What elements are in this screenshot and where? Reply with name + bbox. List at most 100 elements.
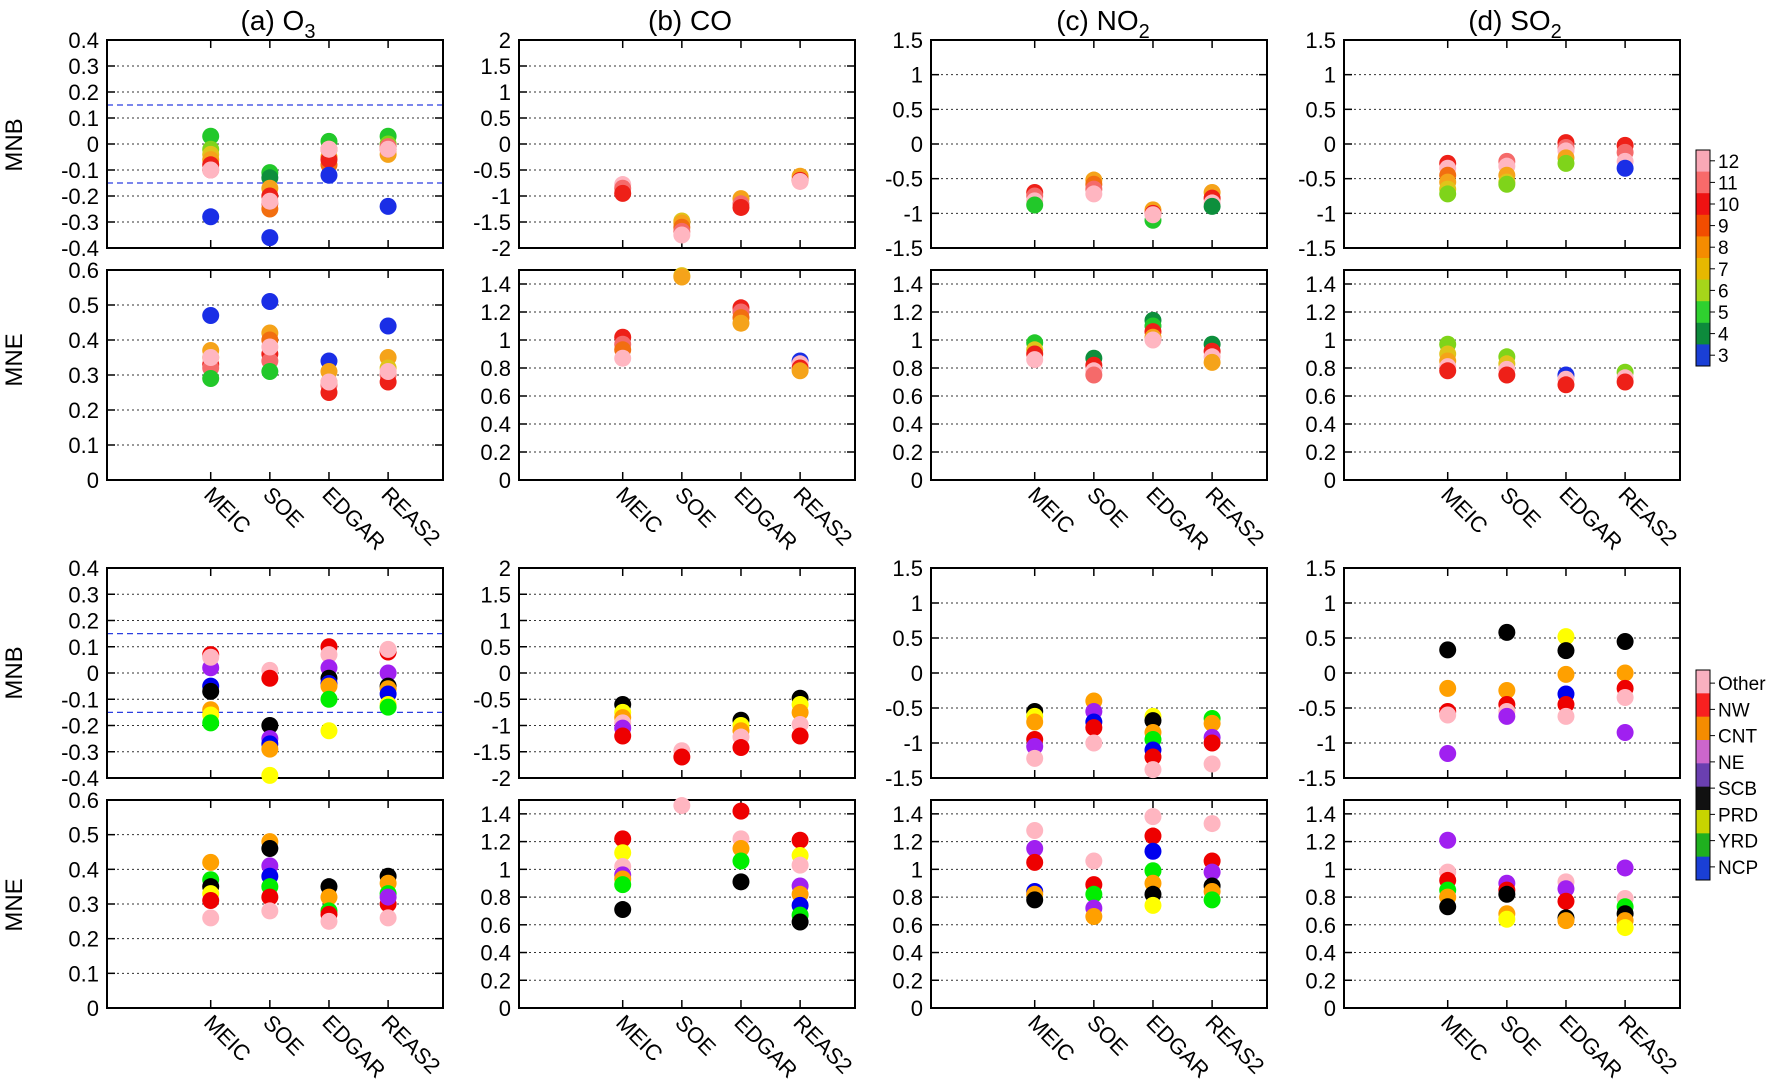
y-tick-label: 0.3 — [68, 582, 99, 607]
data-point — [1498, 366, 1516, 384]
panel-title-o3: (a) O3 — [241, 5, 316, 43]
y-tick-label: 0.2 — [68, 80, 99, 105]
panel-title-co: (b) CO — [648, 5, 732, 36]
colorbar-swatch — [1696, 301, 1710, 324]
colorbar-label: 6 — [1718, 281, 1729, 302]
y-tick-label: 1.5 — [1305, 28, 1336, 53]
y-tick-label: -1.5 — [885, 766, 923, 791]
y-tick-label: 0.5 — [892, 626, 923, 651]
y-tick-label: 0.5 — [1305, 97, 1336, 122]
scatter-panels: 0.40.30.20.10-0.1-0.2-0.3-0.40.60.50.40.… — [61, 28, 1682, 1083]
colorbar-swatch — [1696, 258, 1710, 281]
y-tick-label: 1.4 — [892, 802, 923, 827]
x-tick-label: MEIC — [1023, 482, 1080, 539]
colorbar-label: Other — [1718, 674, 1766, 695]
x-tick-label: MEIC — [1436, 1010, 1493, 1067]
data-point — [320, 912, 338, 930]
y-tick-label: -0.1 — [61, 158, 99, 183]
data-point — [320, 646, 338, 664]
colorbar-label: NE — [1718, 753, 1744, 774]
colorbar-swatch — [1696, 740, 1710, 764]
y-tick-label: 0.8 — [1305, 356, 1336, 381]
data-point — [1439, 185, 1457, 203]
y-tick-label: 0 — [87, 468, 99, 493]
y-tick-label: -1.5 — [473, 740, 511, 765]
x-tick-label: MEIC — [1023, 1010, 1080, 1067]
data-point — [320, 140, 338, 158]
y-tick-label: 1 — [1324, 591, 1336, 616]
data-point — [614, 844, 632, 862]
y-tick-label: -1 — [1316, 201, 1336, 226]
y-tick-label: -0.3 — [61, 740, 99, 765]
colorbar-label: 9 — [1718, 217, 1729, 238]
y-tick-label: 0.3 — [68, 54, 99, 79]
x-tick-label: EDGAR — [1141, 1010, 1214, 1083]
y-tick-label: 1.5 — [480, 582, 511, 607]
data-point — [1026, 713, 1044, 731]
y-tick-label: 0.6 — [892, 913, 923, 938]
y-tick-label: 1 — [499, 80, 511, 105]
y-tick-label: -0.4 — [61, 766, 99, 791]
y-tick-label: 0 — [87, 661, 99, 686]
data-point — [732, 852, 750, 870]
data-point — [379, 363, 397, 380]
colorbar-label: 10 — [1718, 195, 1739, 216]
data-point — [1026, 351, 1044, 369]
data-point — [1616, 373, 1634, 391]
data-point — [1085, 734, 1103, 752]
y-tick-label: 1.4 — [1305, 272, 1336, 297]
y-tick-label: 0.1 — [68, 961, 99, 986]
data-point — [261, 888, 279, 906]
data-point — [202, 127, 220, 145]
y-tick-label: 0 — [87, 996, 99, 1021]
data-point — [1026, 749, 1044, 767]
x-tick-label: EDGAR — [729, 1010, 802, 1083]
data-point — [1203, 197, 1221, 215]
panel-frame — [1343, 269, 1681, 481]
y-tick-label: -1.5 — [885, 236, 923, 261]
data-point — [1557, 628, 1575, 646]
data-point — [1439, 706, 1457, 724]
y-tick-label: 0 — [911, 132, 923, 157]
data-point — [320, 677, 338, 695]
y-tick-label: 0.6 — [68, 258, 99, 283]
y-tick-label: 0.2 — [480, 968, 511, 993]
data-point — [1557, 376, 1575, 394]
y-tick-label: 1.5 — [1305, 556, 1336, 581]
data-point — [202, 909, 220, 927]
y-tick-label: -0.5 — [1298, 167, 1336, 192]
x-tick-label: EDGAR — [317, 482, 390, 555]
panel-0-month-mnb: 0.40.30.20.10-0.1-0.2-0.3-0.4 — [61, 28, 444, 261]
row-label-mne-bottom: MNE — [1, 878, 28, 931]
data-point — [1557, 892, 1575, 910]
y-tick-label: -0.1 — [61, 687, 99, 712]
data-point — [379, 909, 397, 927]
data-point — [1557, 880, 1575, 898]
data-point — [202, 892, 220, 910]
data-point — [791, 362, 809, 380]
data-point — [202, 853, 220, 871]
data-point — [379, 698, 397, 716]
panel-0-region-mnb: 0.40.30.20.10-0.1-0.2-0.3-0.4 — [61, 556, 444, 791]
colorbar-swatch — [1696, 171, 1710, 194]
panel-frame — [518, 39, 856, 249]
x-tick-label: SOE — [258, 482, 309, 533]
colorbar-label: 11 — [1718, 173, 1738, 194]
data-point — [1557, 707, 1575, 725]
data-point — [1026, 891, 1044, 909]
y-tick-label: 0.5 — [68, 293, 99, 318]
data-point — [202, 370, 220, 387]
data-point — [791, 703, 809, 721]
panel-title-so2: (d) SO2 — [1468, 5, 1562, 43]
y-tick-label: 0.2 — [1305, 440, 1336, 465]
data-point — [320, 888, 338, 906]
y-tick-label: 1.4 — [892, 272, 923, 297]
y-tick-label: -0.5 — [885, 167, 923, 192]
data-point — [1557, 696, 1575, 713]
data-point — [1085, 719, 1103, 737]
y-tick-label: 0 — [911, 661, 923, 686]
colorbar-swatch — [1696, 322, 1710, 345]
